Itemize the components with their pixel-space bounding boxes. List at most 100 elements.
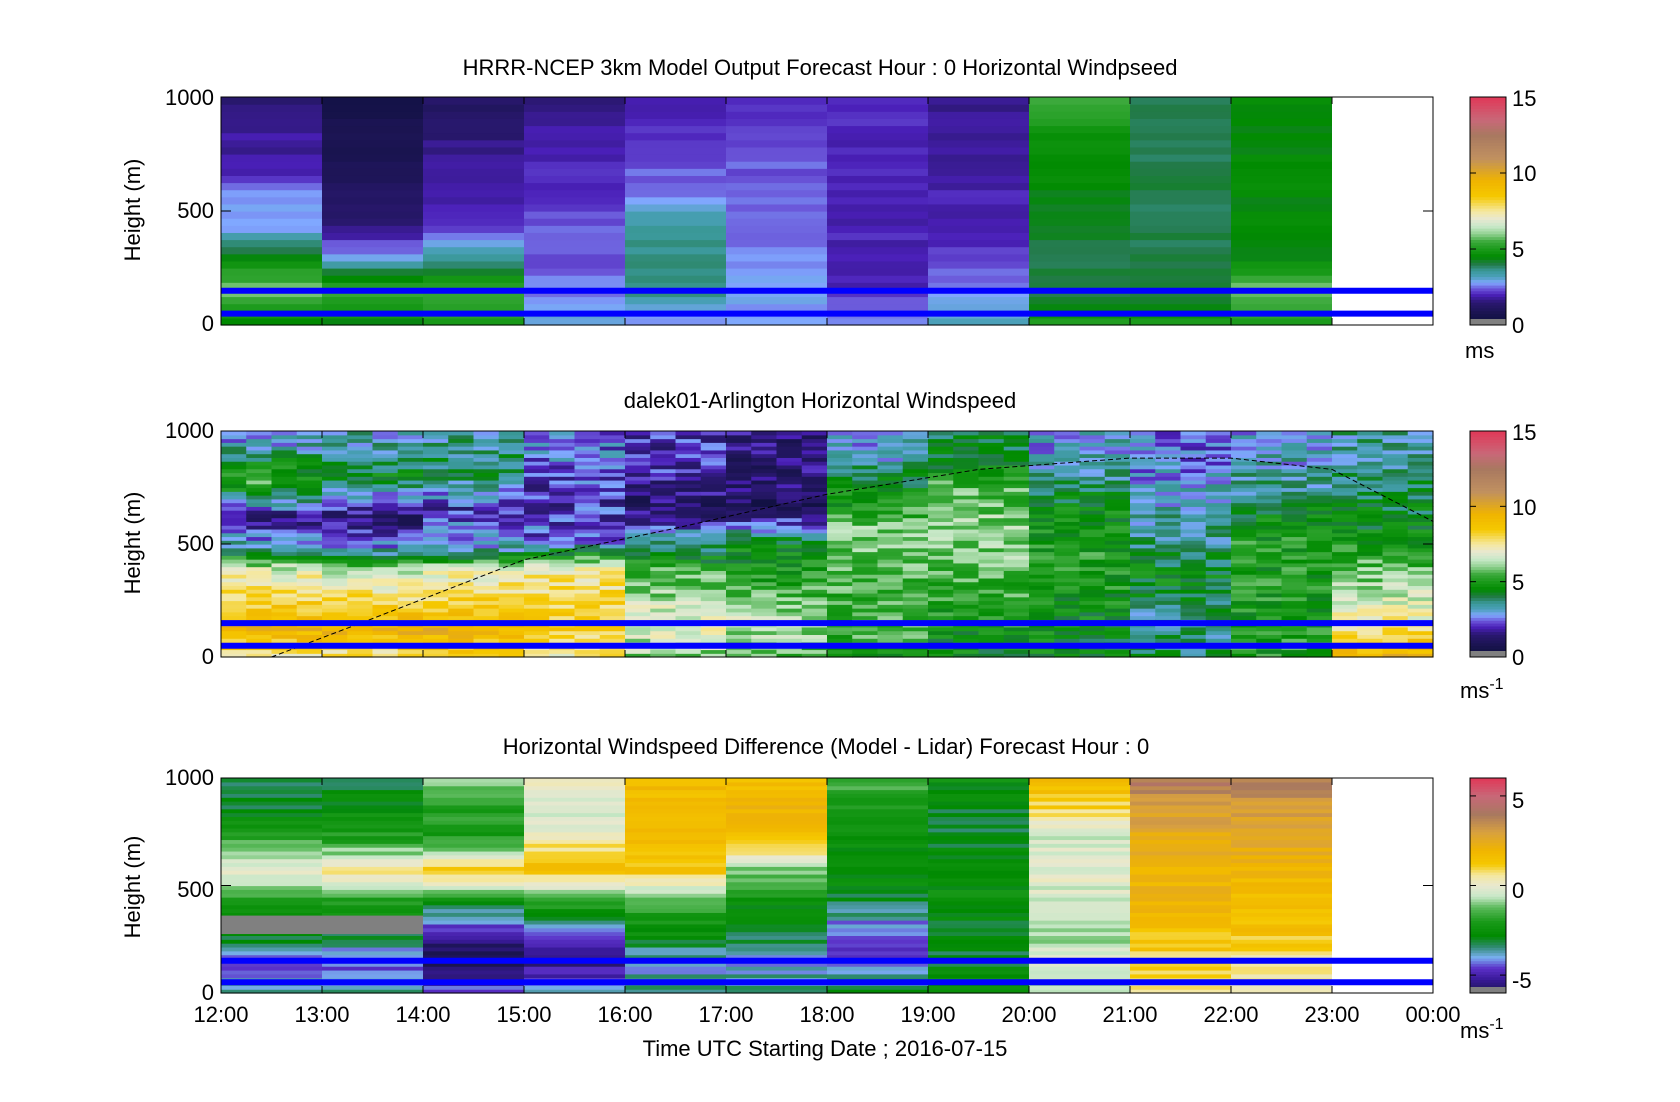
heatmap-cell (877, 592, 904, 598)
heatmap-cell (1407, 559, 1434, 564)
heatmap-cell (625, 850, 727, 856)
heatmap-cell (953, 525, 980, 530)
heatmap-cell (1155, 431, 1182, 436)
heatmap-cell (877, 544, 904, 549)
heatmap-cell (700, 604, 727, 609)
heatmap-cell (347, 498, 374, 504)
heatmap-cell (726, 431, 752, 436)
heatmap-cell (1231, 547, 1257, 553)
heatmap-cell (1256, 608, 1283, 613)
heatmap-cell (271, 476, 298, 481)
colorbar-segment (1470, 885, 1506, 889)
heatmap-cell (246, 547, 273, 553)
heatmap-cell (1054, 528, 1081, 534)
heatmap-cell (498, 551, 525, 556)
heatmap-cell (928, 203, 1030, 212)
heatmap-cell (1130, 479, 1156, 485)
heatmap-cell (801, 498, 828, 504)
heatmap-cell (928, 438, 954, 443)
heatmap-cell (1079, 653, 1106, 658)
heatmap-cell (625, 808, 727, 814)
heatmap-cell (1029, 154, 1131, 162)
heatmap-cell (322, 431, 348, 436)
heatmap-cell (1231, 950, 1333, 956)
heatmap-cell (1130, 916, 1232, 921)
heatmap-cell (271, 491, 298, 496)
heatmap-cell (877, 559, 904, 564)
heatmap-cell (322, 239, 424, 248)
heatmap-cell (751, 592, 778, 598)
heatmap-cell (448, 525, 475, 530)
colorbar-segment (1470, 205, 1506, 209)
heatmap-cell (675, 604, 702, 609)
colorbar-segment (1470, 467, 1506, 472)
heatmap-cell (928, 604, 954, 609)
heatmap-cell (524, 885, 626, 890)
heatmap-cell (524, 239, 626, 248)
heatmap-cell (1180, 596, 1207, 602)
heatmap-cell (473, 577, 500, 583)
heatmap-cell (549, 559, 576, 564)
colorbar-segment (1470, 960, 1506, 964)
heatmap-cell (221, 589, 247, 594)
heatmap-cell (978, 649, 1005, 654)
heatmap-cell (827, 877, 929, 883)
heatmap-cell (1407, 431, 1434, 436)
heatmap-cell (928, 566, 954, 571)
heatmap-cell (852, 611, 879, 617)
colorbar-segment (1470, 907, 1506, 911)
heatmap-cell (776, 528, 803, 534)
heatmap-cell (498, 626, 525, 632)
heatmap-cell (1256, 574, 1283, 579)
heatmap-cell (1231, 296, 1333, 305)
heatmap-cell (700, 442, 727, 447)
heatmap-cell (852, 431, 879, 436)
heatmap-cell (221, 946, 323, 952)
heatmap-cell (549, 626, 576, 632)
colorbar-segment (1470, 855, 1506, 860)
heatmap-cell (675, 457, 702, 462)
heatmap-cell (221, 239, 323, 248)
heatmap-cell (751, 577, 778, 583)
heatmap-cell (625, 225, 727, 233)
heatmap-cell (877, 574, 904, 579)
heatmap-cell (827, 551, 853, 556)
heatmap-cell (423, 506, 449, 511)
heatmap-cell (1256, 577, 1283, 583)
heatmap-cell (524, 275, 626, 283)
heatmap-cell (1357, 517, 1384, 522)
heatmap-cell (1054, 438, 1081, 443)
heatmap-cell (801, 468, 828, 474)
heatmap-cell (625, 525, 651, 530)
heatmap-cell (953, 611, 980, 617)
heatmap-cell (1054, 498, 1081, 504)
heatmap-cell (1130, 653, 1156, 658)
heatmap-cell (928, 175, 1030, 184)
heatmap-cell (978, 589, 1005, 594)
heatmap-cell (625, 491, 651, 496)
heatmap-cell (1079, 532, 1106, 538)
heatmap-cell (574, 585, 601, 590)
heatmap-cell (221, 889, 323, 894)
heatmap-cell (221, 570, 247, 575)
heatmap-cell (1382, 547, 1409, 553)
heatmap-cell (650, 434, 677, 440)
heatmap-cell (827, 296, 929, 305)
heatmap-cell (827, 943, 929, 948)
heatmap-cell (877, 536, 904, 541)
heatmap-cell (1231, 498, 1257, 504)
heatmap-cell (1104, 498, 1131, 504)
heatmap-cell (221, 282, 323, 290)
heatmap-cell (423, 946, 525, 952)
heatmap-cell (801, 528, 828, 534)
heatmap-cell (1231, 839, 1333, 844)
heatmap-cell (726, 804, 828, 810)
heatmap-cell (700, 638, 727, 643)
heatmap-cell (700, 464, 727, 470)
panel3-ytick-1000: 1000 (165, 765, 214, 790)
heatmap-cell (1054, 479, 1081, 485)
colorbar-segment (1470, 842, 1506, 846)
heatmap-cell (650, 555, 677, 560)
heatmap-cell (322, 498, 348, 504)
heatmap-cell (423, 111, 525, 119)
